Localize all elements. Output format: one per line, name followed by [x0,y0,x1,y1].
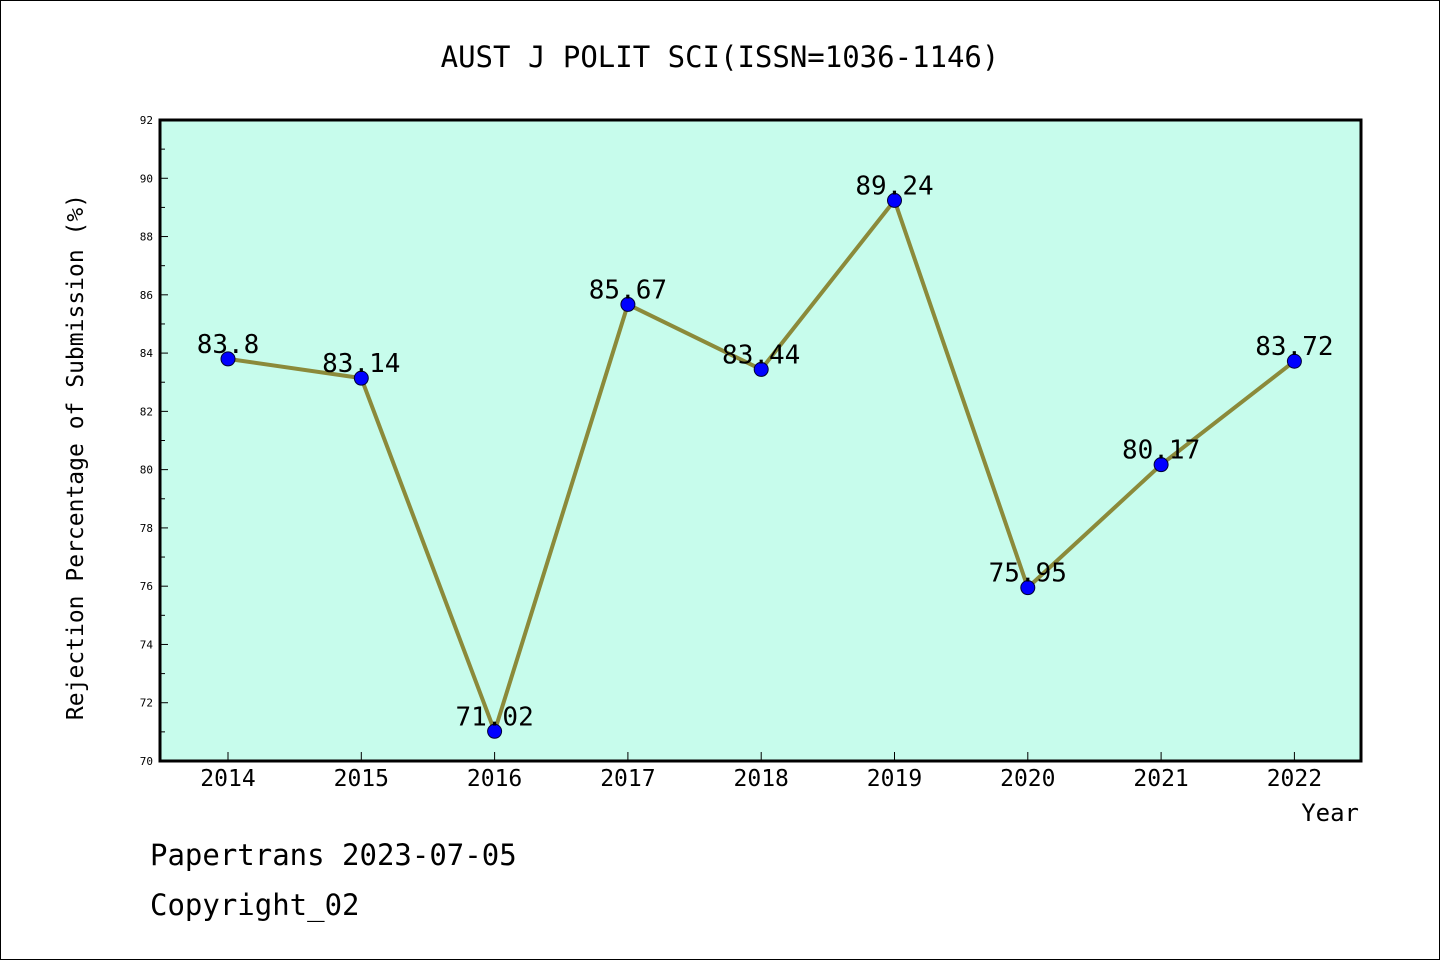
y-tick-label-90: 90 [140,172,153,185]
y-tick-label-88: 88 [140,231,153,244]
x-tick-label-2015: 2015 [334,766,389,792]
x-tick-label-2019: 2019 [867,766,922,792]
x-tick-label-2017: 2017 [600,766,655,792]
data-label-2017: 85.67 [589,275,667,305]
x-axis-label: Year [1301,799,1359,827]
y-tick-label-80: 80 [140,464,153,477]
y-tick-label-82: 82 [140,405,153,418]
data-point-2021 [1153,457,1169,473]
y-tick-label-70: 70 [140,755,153,768]
data-point-2014 [220,351,236,367]
x-tick-label-2021: 2021 [1133,766,1188,792]
data-point-2020 [1020,580,1036,596]
data-point-2017 [620,296,636,312]
footer-date: Papertrans 2023-07-05 [150,838,517,872]
data-point-2015 [353,370,369,386]
data-label-2020: 75.95 [989,559,1067,589]
x-axis: 2014 2015 2016 2017 2018 2019 2020 2021 2022 [200,752,1322,792]
data-point-2022 [1286,353,1302,369]
y-tick-label-74: 74 [140,638,154,651]
y-axis-label: Rejection Percentage of Submission (%) [63,194,89,720]
y-tick-label-86: 86 [140,289,153,302]
data-label-2022: 83.72 [1255,332,1333,362]
data-label-2019: 89.24 [855,171,933,201]
data-label-2016: 71.02 [455,702,533,732]
data-point-2016 [487,723,503,739]
y-tick-label-78: 78 [140,522,153,535]
data-label-2015: 83.14 [322,349,400,379]
data-point-2018 [753,361,769,377]
y-tick-label-72: 72 [140,697,153,710]
y-tick-label-84: 84 [140,347,154,360]
x-tick-label-2020: 2020 [1000,766,1055,792]
plot-border [158,118,1363,763]
data-label-2018: 83.44 [722,340,800,370]
data-label-2014: 83.8 [197,330,260,360]
x-tick-label-2018: 2018 [734,766,789,792]
x-tick-label-2016: 2016 [467,766,522,792]
x-tick-label-2022: 2022 [1267,766,1322,792]
series-line [220,192,1302,739]
footer-copyright: Copyright_02 [150,888,360,923]
data-point-2019 [887,192,902,208]
chart-title: AUST J POLIT SCI(ISSN=1036-1146) [441,40,1000,74]
y-tick-label-76: 76 [140,580,153,593]
plot-area [160,120,1361,761]
x-tick-label-2014: 2014 [200,766,255,792]
data-labels: 83.8 83.14 71.02 85.67 83.44 89.24 75.95 80.17 8… [197,171,1334,732]
y-tick-label-92: 92 [140,114,153,127]
data-label-2021: 80.17 [1122,436,1200,466]
y-axis: 70 72 74 76 78 80 82 84 86 88 90 92 [140,114,168,768]
